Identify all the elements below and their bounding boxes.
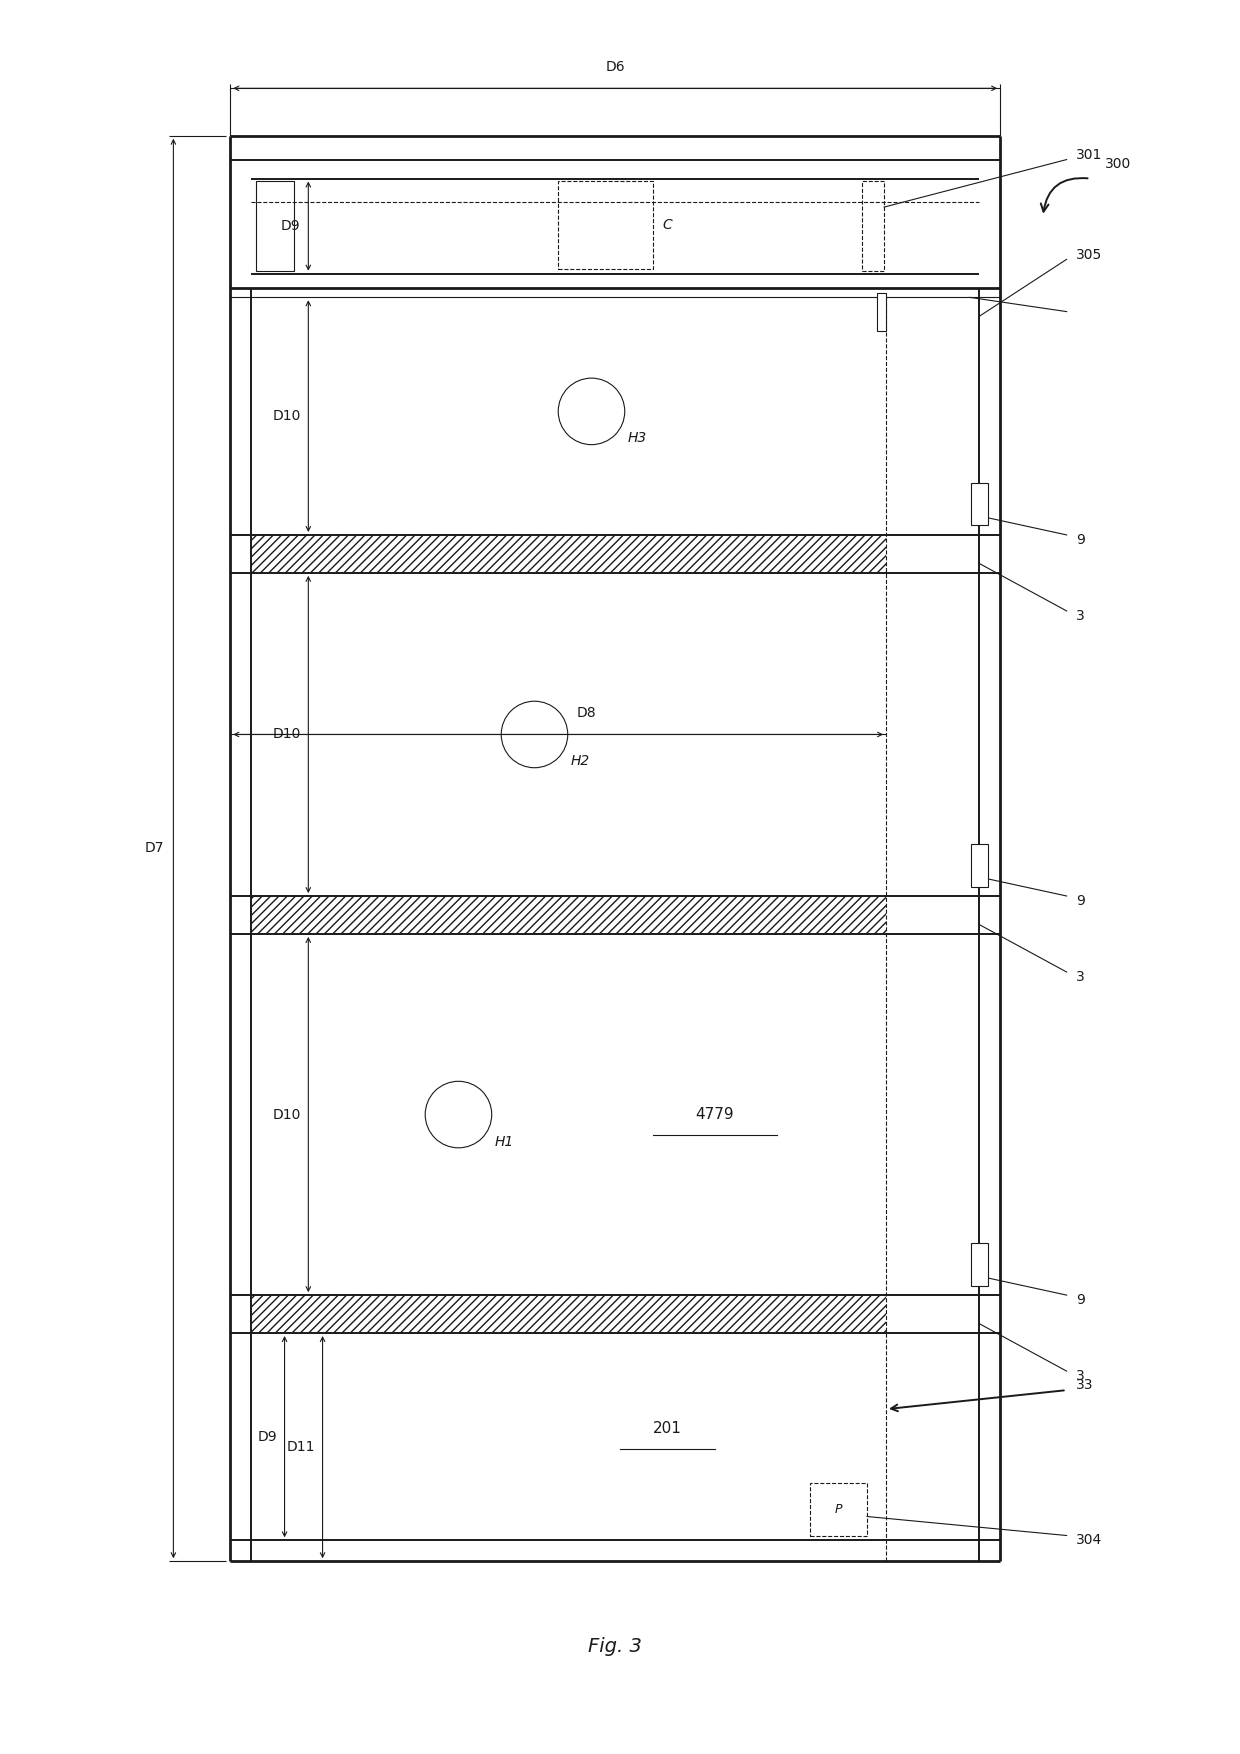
Text: 301: 301 xyxy=(1076,147,1102,161)
Text: D6: D6 xyxy=(605,60,625,74)
Bar xyxy=(252,1294,887,1333)
Text: 9: 9 xyxy=(1076,895,1085,909)
Polygon shape xyxy=(971,482,988,526)
Bar xyxy=(252,896,887,935)
Text: C: C xyxy=(662,217,672,232)
Polygon shape xyxy=(877,293,887,330)
Text: Fig. 3: Fig. 3 xyxy=(588,1636,642,1656)
Polygon shape xyxy=(971,1244,988,1286)
Text: D11: D11 xyxy=(286,1440,315,1454)
Text: P: P xyxy=(835,1503,842,1515)
Text: 9: 9 xyxy=(1076,1293,1085,1307)
Text: H2: H2 xyxy=(570,754,590,768)
Text: 3: 3 xyxy=(1076,609,1085,623)
Text: 300: 300 xyxy=(1105,158,1131,172)
Text: D10: D10 xyxy=(273,409,301,423)
Text: 33: 33 xyxy=(1076,1379,1094,1393)
Text: 3: 3 xyxy=(1076,1368,1085,1382)
Text: D10: D10 xyxy=(273,1107,301,1121)
Text: 9: 9 xyxy=(1076,533,1085,547)
Text: D10: D10 xyxy=(273,728,301,742)
Text: D7: D7 xyxy=(144,842,164,856)
Bar xyxy=(252,535,887,574)
Text: 304: 304 xyxy=(1076,1533,1102,1547)
Text: D8: D8 xyxy=(577,707,596,721)
Text: H3: H3 xyxy=(627,431,647,446)
Text: D9: D9 xyxy=(258,1430,277,1444)
Text: 4779: 4779 xyxy=(696,1107,734,1123)
Text: D9: D9 xyxy=(281,219,301,233)
Text: H1: H1 xyxy=(495,1135,513,1149)
Text: 305: 305 xyxy=(1076,247,1102,261)
Text: 201: 201 xyxy=(653,1421,682,1435)
Polygon shape xyxy=(971,844,988,886)
Text: 3: 3 xyxy=(1076,970,1085,984)
